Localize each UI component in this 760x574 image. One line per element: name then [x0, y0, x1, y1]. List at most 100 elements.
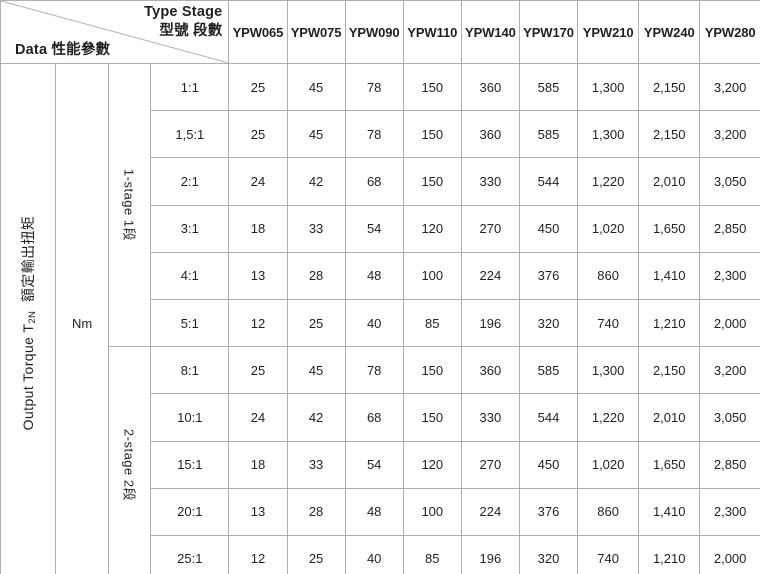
torque-value-cell: 42: [286, 157, 346, 206]
ratio-cell: 10:1: [150, 393, 230, 442]
torque-value-cell: 25: [228, 110, 288, 159]
table-row: 2-stage 2段 8:1 25 45 78 150 360 585 1,300 2,150 3,…: [1, 346, 760, 574]
torque-value-cell: 1,210: [638, 534, 701, 574]
ratio-cell: 8:1: [150, 346, 230, 395]
torque-value-cell: 2,150: [638, 346, 701, 395]
torque-value-cell: 3,200: [699, 62, 760, 112]
torque-value-cell: 85: [402, 298, 462, 348]
torque-value-cell: 150: [402, 157, 462, 206]
torque-value-cell: 78: [344, 110, 404, 159]
torque-value-cell: 376: [518, 487, 579, 536]
column-header-ypw075: YPW075: [286, 0, 346, 64]
torque-value-cell: 48: [344, 251, 404, 300]
torque-value-cell: 360: [460, 62, 520, 112]
torque-value-cell: 18: [228, 204, 288, 253]
torque-value-cell: 54: [344, 440, 404, 489]
ratio-cell: 1,5:1: [150, 110, 230, 159]
torque-value-cell: 860: [577, 251, 640, 300]
torque-value-cell: 150: [402, 393, 462, 442]
torque-value-cell: 150: [402, 110, 462, 159]
torque-value-cell: 196: [460, 534, 520, 574]
torque-value-cell: 1,300: [577, 346, 640, 395]
torque-value-cell: 1,210: [638, 298, 701, 348]
torque-value-cell: 25: [228, 62, 288, 112]
torque-value-cell: 13: [228, 487, 288, 536]
column-header-ypw090: YPW090: [344, 0, 404, 64]
torque-value-cell: 1,300: [577, 62, 640, 112]
torque-value-cell: 360: [460, 110, 520, 159]
torque-value-cell: 28: [286, 487, 346, 536]
table-row: Output Torque T2N 額定輸出扭矩 Nm 1-stage 1段 1:1 2…: [0, 62, 760, 574]
torque-value-cell: 860: [577, 487, 640, 536]
torque-value-cell: 78: [344, 346, 404, 395]
torque-value-cell: 1,220: [577, 393, 640, 442]
torque-value-cell: 196: [460, 298, 520, 348]
torque-value-cell: 24: [228, 157, 288, 206]
torque-value-cell: 100: [402, 487, 462, 536]
torque-value-cell: 1,020: [577, 204, 640, 253]
header-corner-cell: Type Stage 型號 段數 Data 性能參數: [0, 0, 230, 64]
header-type-stage-label: Type Stage 型號 段數: [144, 3, 222, 40]
column-header-ypw280: YPW280: [699, 0, 760, 64]
torque-value-cell: 2,010: [638, 157, 701, 206]
torque-value-cell: 48: [344, 487, 404, 536]
table-row: 15:1 18 33 54 120 270 450 1,020 1,650 2,850: [1, 440, 760, 489]
torque-value-cell: 330: [460, 393, 520, 442]
ratio-cell: 4:1: [150, 251, 230, 300]
stage-label-text: 1-stage 1段: [121, 168, 137, 242]
torque-value-cell: 2,150: [638, 110, 701, 159]
header-type-stage-en: Type Stage: [144, 4, 223, 20]
torque-value-cell: 85: [402, 534, 462, 574]
torque-value-cell: 224: [460, 251, 520, 300]
torque-value-cell: 12: [228, 534, 288, 574]
torque-value-cell: 1,410: [638, 487, 701, 536]
torque-value-cell: 150: [402, 346, 462, 395]
table-row: 25:1 12 25 40 85 196 320 740 1,210 2,000: [1, 534, 760, 574]
column-header-ypw110: YPW110: [402, 0, 462, 64]
column-header-ypw170: YPW170: [518, 0, 579, 64]
table-row: 3:1 18 33 54 120 270 450 1,020 1,650 2,850: [1, 204, 760, 253]
torque-value-cell: 330: [460, 157, 520, 206]
stage-group-label-1: 1-stage 1段: [108, 62, 152, 348]
torque-value-cell: 45: [286, 346, 346, 395]
torque-value-cell: 42: [286, 393, 346, 442]
row-group-label-output-torque: Output Torque T2N 額定輸出扭矩: [0, 62, 57, 574]
column-header-ypw240: YPW240: [638, 0, 701, 64]
ratio-cell: 20:1: [150, 487, 230, 536]
ratio-cell: 1:1: [150, 62, 230, 112]
torque-value-cell: 2,850: [699, 440, 760, 489]
torque-value-cell: 120: [402, 204, 462, 253]
torque-value-cell: 360: [460, 346, 520, 395]
torque-value-cell: 40: [344, 298, 404, 348]
torque-value-cell: 224: [460, 487, 520, 536]
torque-value-cell: 1,650: [638, 440, 701, 489]
unit-cell: Nm: [55, 62, 110, 574]
torque-value-cell: 585: [518, 110, 579, 159]
header-data-label: Data 性能參數: [15, 41, 111, 58]
torque-value-cell: 320: [518, 298, 579, 348]
torque-value-cell: 2,300: [699, 251, 760, 300]
torque-value-cell: 68: [344, 157, 404, 206]
torque-value-cell: 33: [286, 440, 346, 489]
torque-value-cell: 376: [518, 251, 579, 300]
column-header-ypw210: YPW210: [577, 0, 640, 64]
ratio-cell: 25:1: [150, 534, 230, 574]
output-torque-label-subscript: 2N: [27, 310, 39, 324]
torque-value-cell: 1,020: [577, 440, 640, 489]
torque-value-cell: 24: [228, 393, 288, 442]
table-row: 20:1 13 28 48 100 224 376 860 1,410 2,300: [1, 487, 760, 536]
ratio-cell: 15:1: [150, 440, 230, 489]
torque-value-cell: 40: [344, 534, 404, 574]
torque-value-cell: 33: [286, 204, 346, 253]
torque-value-cell: 3,200: [699, 346, 760, 395]
torque-value-cell: 18: [228, 440, 288, 489]
torque-value-cell: 585: [518, 62, 579, 112]
torque-value-cell: 2,010: [638, 393, 701, 442]
torque-value-cell: 150: [402, 62, 462, 112]
torque-value-cell: 2,000: [699, 298, 760, 348]
torque-value-cell: 1,410: [638, 251, 701, 300]
output-torque-label-en: Output Torque T: [20, 323, 37, 431]
column-header-ypw065: YPW065: [228, 0, 288, 64]
torque-value-cell: 320: [518, 534, 579, 574]
torque-value-cell: 54: [344, 204, 404, 253]
